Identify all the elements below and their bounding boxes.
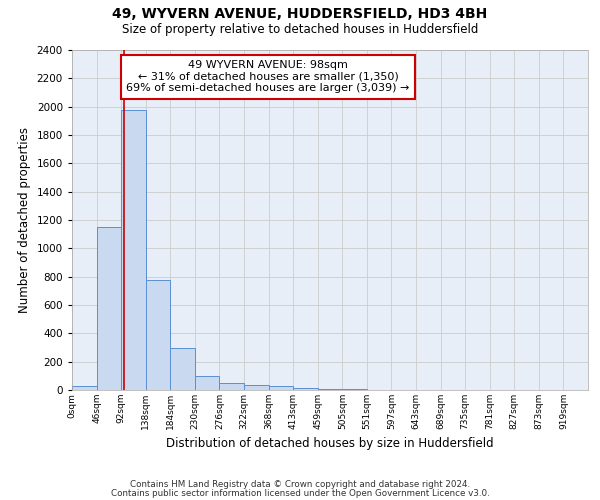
X-axis label: Distribution of detached houses by size in Huddersfield: Distribution of detached houses by size …: [166, 438, 494, 450]
Y-axis label: Number of detached properties: Number of detached properties: [18, 127, 31, 313]
Bar: [195, 376, 220, 390]
Text: Size of property relative to detached houses in Huddersfield: Size of property relative to detached ho…: [122, 22, 478, 36]
Bar: [170, 348, 195, 390]
Bar: [293, 388, 318, 390]
Bar: [97, 227, 121, 390]
Bar: [318, 388, 342, 390]
Bar: [146, 280, 170, 390]
Text: 49 WYVERN AVENUE: 98sqm
← 31% of detached houses are smaller (1,350)
69% of semi: 49 WYVERN AVENUE: 98sqm ← 31% of detache…: [127, 60, 410, 94]
Bar: [269, 386, 293, 390]
Bar: [121, 110, 146, 390]
Bar: [72, 386, 97, 390]
Bar: [220, 383, 244, 390]
Bar: [244, 385, 269, 390]
Text: 49, WYVERN AVENUE, HUDDERSFIELD, HD3 4BH: 49, WYVERN AVENUE, HUDDERSFIELD, HD3 4BH: [112, 8, 488, 22]
Text: Contains public sector information licensed under the Open Government Licence v3: Contains public sector information licen…: [110, 488, 490, 498]
Text: Contains HM Land Registry data © Crown copyright and database right 2024.: Contains HM Land Registry data © Crown c…: [130, 480, 470, 489]
